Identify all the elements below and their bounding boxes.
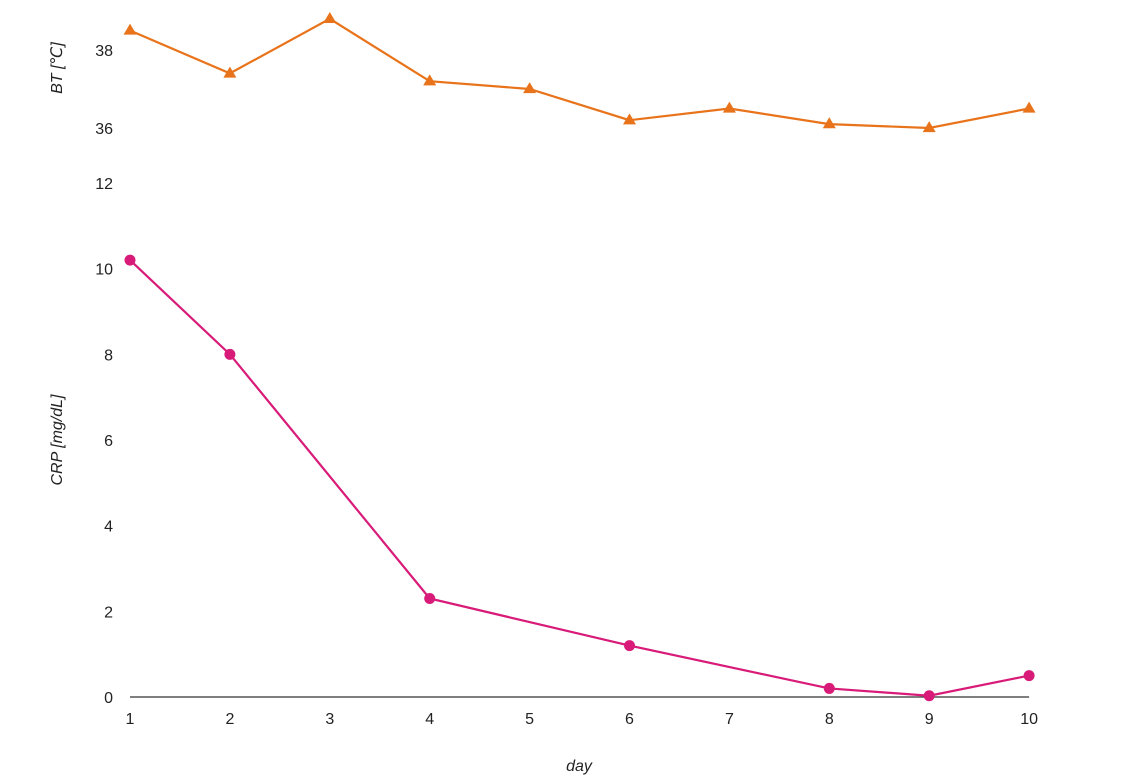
- bt-data-point: [623, 113, 636, 125]
- crp-data-point: [923, 690, 935, 702]
- crp-axis-title: CRP [mg/dL]: [49, 394, 66, 486]
- crp-data-point: [224, 348, 236, 360]
- crp-y-tick-label: 6: [104, 433, 113, 450]
- bt-data-point: [722, 101, 736, 113]
- x-tick-label: 1: [126, 711, 135, 728]
- crp-series-line: [129, 259, 1030, 697]
- crp-data-point: [624, 640, 635, 652]
- bt-y-tick-label: 36: [95, 121, 113, 138]
- crp-y-tick-label: 12: [95, 176, 113, 193]
- bt-y-tick-label: 38: [95, 43, 113, 60]
- bt-data-point: [423, 74, 437, 86]
- x-tick-label: 10: [1020, 711, 1038, 728]
- crp-y-tick-label: 2: [104, 604, 113, 621]
- x-tick-label: 8: [825, 711, 834, 728]
- x-axis-title: day: [566, 758, 593, 775]
- crp-data-point: [124, 254, 136, 266]
- bt-data-point: [922, 121, 936, 133]
- crp-data-point: [823, 682, 835, 694]
- bt-panel: 38 36: [95, 11, 1036, 138]
- bt-series-line: [129, 17, 1030, 130]
- bt-axis-title: BT [℃]: [49, 42, 66, 94]
- x-tick-label: 9: [925, 711, 934, 728]
- x-tick-label: 2: [225, 711, 234, 728]
- bt-data-point: [323, 11, 337, 23]
- bt-data-point: [123, 23, 137, 35]
- bt-data-point: [523, 82, 537, 94]
- crp-data-point: [424, 592, 436, 604]
- crp-y-tick-label: 10: [95, 262, 113, 279]
- crp-y-tick-label: 4: [104, 519, 113, 536]
- x-tick-label: 5: [525, 711, 534, 728]
- x-tick-label: 7: [725, 711, 734, 728]
- x-tick-label: 4: [425, 711, 434, 728]
- x-tick-label: 6: [625, 711, 634, 728]
- bt-data-point: [822, 117, 836, 129]
- bt-data-point: [223, 66, 237, 78]
- bt-data-point: [1022, 101, 1036, 113]
- crp-data-point: [1023, 670, 1035, 682]
- x-tick-label: 3: [325, 711, 334, 728]
- crp-y-tick-label: 8: [104, 347, 113, 364]
- crp-y-tick-label: 0: [104, 690, 113, 707]
